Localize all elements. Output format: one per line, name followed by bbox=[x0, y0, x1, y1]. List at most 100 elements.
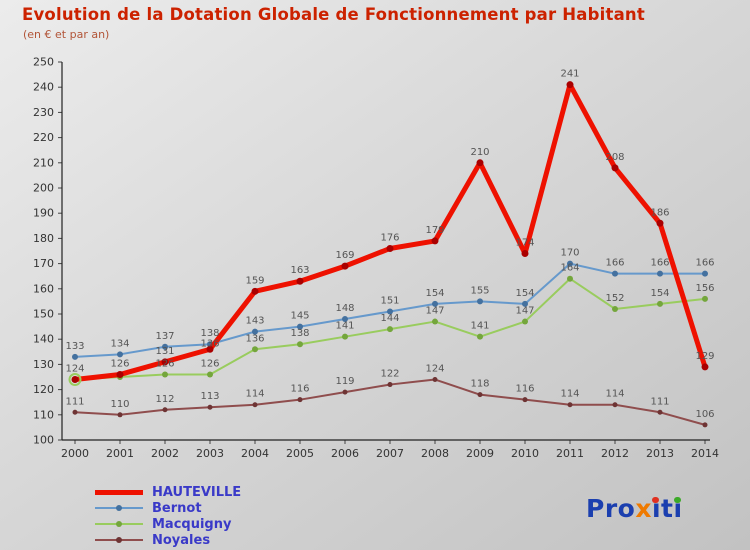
point-noyales bbox=[207, 404, 213, 410]
point-noyales bbox=[477, 392, 483, 398]
point-hauteville bbox=[116, 370, 124, 378]
x-tick-label: 2002 bbox=[151, 447, 179, 460]
y-tick-label: 200 bbox=[33, 182, 54, 195]
y-tick-label: 110 bbox=[33, 408, 54, 421]
point-hauteville bbox=[566, 81, 574, 89]
point-hauteville bbox=[386, 244, 394, 252]
x-tick-label: 2001 bbox=[106, 447, 134, 460]
data-label: 151 bbox=[380, 295, 399, 306]
point-bernot bbox=[252, 328, 258, 335]
data-label: 186 bbox=[650, 207, 669, 218]
point-noyales bbox=[252, 402, 258, 408]
data-label: 156 bbox=[695, 283, 714, 294]
data-label: 114 bbox=[245, 389, 264, 400]
y-tick-label: 150 bbox=[33, 308, 54, 321]
data-label: 126 bbox=[110, 358, 129, 369]
data-label: 134 bbox=[110, 338, 129, 349]
data-label: 124 bbox=[65, 364, 84, 375]
data-label: 147 bbox=[425, 306, 444, 317]
point-bernot bbox=[522, 300, 528, 307]
logo-letter: Pro bbox=[586, 494, 636, 523]
legend-label: Noyales bbox=[152, 532, 211, 548]
data-label: 114 bbox=[560, 389, 579, 400]
data-label: 148 bbox=[335, 303, 354, 314]
y-tick-label: 210 bbox=[33, 156, 54, 169]
data-label: 155 bbox=[470, 285, 489, 296]
point-bernot bbox=[117, 351, 123, 358]
data-label: 136 bbox=[245, 333, 264, 344]
point-noyales bbox=[522, 397, 528, 403]
data-label: 208 bbox=[605, 152, 624, 163]
point-noyales bbox=[117, 412, 123, 418]
y-tick-label: 130 bbox=[33, 358, 54, 371]
legend-item-hauteville: HAUTEVILLE bbox=[95, 484, 241, 500]
data-label: 138 bbox=[290, 328, 309, 339]
y-tick-label: 170 bbox=[33, 257, 54, 270]
data-label: 174 bbox=[515, 238, 534, 249]
point-noyales bbox=[702, 422, 708, 428]
logo-letter: x bbox=[635, 494, 652, 523]
x-tick-label: 2004 bbox=[241, 447, 269, 460]
data-label: 241 bbox=[560, 69, 579, 80]
legend-swatch bbox=[95, 537, 143, 543]
point-macquigny bbox=[342, 333, 348, 340]
x-tick-label: 2003 bbox=[196, 447, 224, 460]
x-tick-label: 2000 bbox=[61, 447, 89, 460]
y-tick-label: 100 bbox=[33, 434, 54, 447]
data-label: 124 bbox=[425, 364, 444, 375]
data-label: 170 bbox=[560, 248, 579, 259]
legend-item-bernot: Bernot bbox=[95, 500, 241, 516]
x-tick-label: 2005 bbox=[286, 447, 314, 460]
point-noyales bbox=[72, 409, 78, 415]
x-tick-label: 2011 bbox=[556, 447, 584, 460]
point-bernot bbox=[432, 300, 438, 307]
legend-item-macquigny: Macquigny bbox=[95, 516, 241, 532]
point-bernot bbox=[297, 323, 303, 330]
data-label: 176 bbox=[380, 232, 399, 243]
point-noyales bbox=[612, 402, 618, 408]
point-macquigny bbox=[657, 300, 663, 307]
legend-item-noyales: Noyales bbox=[95, 532, 241, 548]
x-tick-label: 2009 bbox=[466, 447, 494, 460]
data-label: 136 bbox=[200, 339, 219, 350]
point-bernot bbox=[342, 316, 348, 323]
logo-letter: i bbox=[651, 494, 662, 523]
y-tick-label: 140 bbox=[33, 333, 54, 346]
data-label: 154 bbox=[425, 288, 444, 299]
y-tick-label: 220 bbox=[33, 131, 54, 144]
point-macquigny bbox=[387, 326, 393, 333]
data-label: 166 bbox=[605, 258, 624, 269]
data-label: 159 bbox=[245, 275, 264, 286]
legend-swatch bbox=[95, 505, 143, 511]
point-hauteville bbox=[611, 164, 619, 172]
point-noyales bbox=[432, 377, 438, 383]
data-label: 106 bbox=[695, 409, 714, 420]
chart-legend: HAUTEVILLE Bernot Macquigny Noyales bbox=[95, 484, 241, 548]
data-label: 210 bbox=[470, 147, 489, 158]
point-hauteville bbox=[656, 219, 664, 227]
proxiti-logo: Proxiti bbox=[586, 494, 683, 523]
point-hauteville bbox=[341, 262, 349, 270]
data-label: 141 bbox=[470, 321, 489, 332]
x-tick-label: 2014 bbox=[691, 447, 719, 460]
data-label: 164 bbox=[560, 263, 579, 274]
data-label: 152 bbox=[605, 293, 624, 304]
data-label: 133 bbox=[65, 341, 84, 352]
point-macquigny bbox=[612, 305, 618, 312]
data-label: 154 bbox=[650, 288, 669, 299]
y-tick-label: 230 bbox=[33, 106, 54, 119]
point-bernot bbox=[162, 343, 168, 350]
y-tick-label: 250 bbox=[33, 56, 54, 69]
data-label: 145 bbox=[290, 311, 309, 322]
legend-label: Bernot bbox=[152, 500, 202, 516]
point-macquigny bbox=[207, 371, 213, 378]
point-bernot bbox=[567, 260, 573, 267]
y-tick-label: 190 bbox=[33, 207, 54, 220]
point-macquigny bbox=[477, 333, 483, 340]
overlap-ring bbox=[68, 373, 82, 387]
data-label: 144 bbox=[380, 313, 399, 324]
data-label: 116 bbox=[290, 384, 309, 395]
point-hauteville bbox=[431, 237, 439, 245]
data-label: 154 bbox=[515, 288, 534, 299]
data-label: 163 bbox=[290, 265, 309, 276]
